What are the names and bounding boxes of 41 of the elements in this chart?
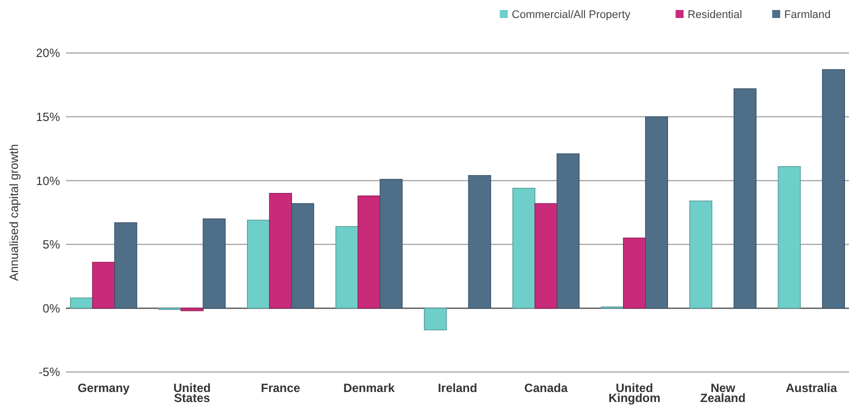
bar xyxy=(70,298,93,309)
bar xyxy=(380,178,403,309)
legend-label: Residential xyxy=(688,9,742,21)
x-tick-label: Ireland xyxy=(438,381,478,395)
x-tick-label: Denmark xyxy=(343,381,396,395)
bar xyxy=(246,220,270,309)
bar xyxy=(556,153,580,309)
bar xyxy=(335,226,358,309)
x-tick-label: Canada xyxy=(524,381,568,395)
x-tick-label: Germany xyxy=(78,381,130,395)
bar xyxy=(645,116,668,309)
bar xyxy=(424,308,447,330)
legend-label: Commercial/All Property xyxy=(512,9,631,21)
y-tick-label: 5% xyxy=(42,238,60,252)
x-tick-label: France xyxy=(260,381,301,395)
bar xyxy=(778,166,801,309)
y-axis-title: Annualised capital growth xyxy=(7,144,21,281)
bar xyxy=(291,203,314,309)
y-tick-label: 0% xyxy=(42,301,60,316)
bar xyxy=(822,69,845,309)
bar xyxy=(269,192,292,309)
bar xyxy=(534,203,558,309)
bar xyxy=(114,222,138,309)
bar xyxy=(622,238,646,309)
bar xyxy=(468,175,492,309)
y-tick-label: -5% xyxy=(38,365,60,380)
bar xyxy=(202,218,226,309)
x-tick-label: United States xyxy=(173,381,211,405)
bar xyxy=(512,188,536,309)
y-tick-label: 15% xyxy=(36,110,60,124)
bar xyxy=(689,200,712,309)
legend-label: Farmland xyxy=(784,9,831,21)
y-tick-label: 20% xyxy=(36,46,60,60)
bar xyxy=(92,262,116,309)
x-tick-label: Australia xyxy=(786,381,838,395)
bar xyxy=(358,196,380,309)
bar xyxy=(734,88,756,309)
x-tick-label: United Kingdom xyxy=(608,381,660,405)
x-tick-label: New Zealand xyxy=(700,381,746,405)
bar xyxy=(180,308,204,312)
y-tick-label: 10% xyxy=(36,174,60,188)
